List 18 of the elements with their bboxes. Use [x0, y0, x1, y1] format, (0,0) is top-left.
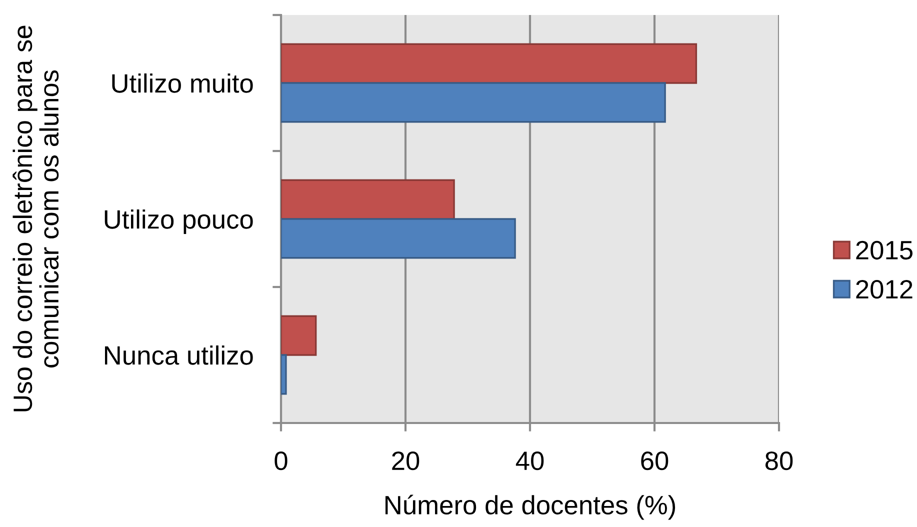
bar [281, 315, 317, 356]
x-axis-title: Número de docentes (%) [386, 494, 676, 520]
legend-label: 2012 [856, 280, 912, 299]
bar [281, 43, 698, 84]
y-tick-label: Utilizo muito [112, 73, 253, 93]
y-tick-label: Utilizo pouco [104, 209, 253, 234]
y-axis-title: Uso do correio eletrônico para se comunicar com os alunos [12, 26, 59, 412]
x-tick-label: 40 [516, 451, 544, 470]
x-tick-label: 60 [641, 451, 668, 470]
bar [281, 82, 666, 123]
x-tick-label: 80 [765, 451, 793, 470]
x-tick-label: 20 [392, 451, 420, 470]
bar [281, 218, 516, 259]
bar [281, 179, 455, 220]
legend-label: 2015 [856, 240, 912, 260]
y-tick-label: Nunca utilizo [105, 345, 253, 365]
bar [281, 354, 287, 395]
x-tick-label: 0 [274, 451, 288, 470]
